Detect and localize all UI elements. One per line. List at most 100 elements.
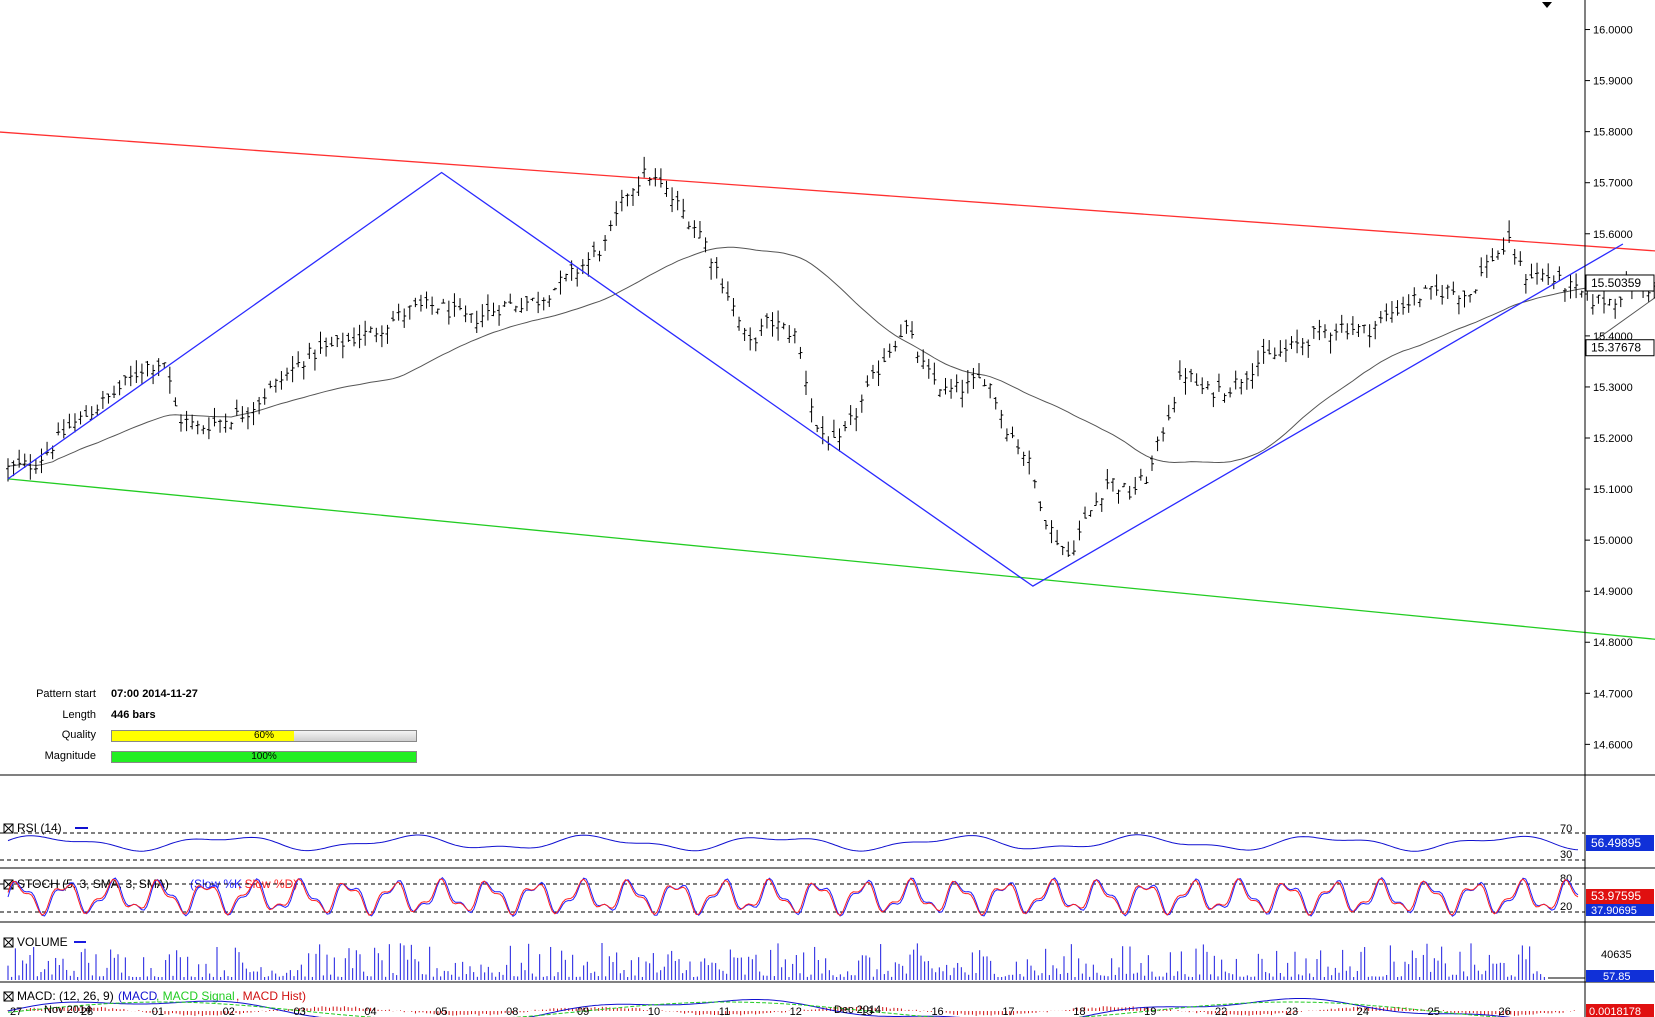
price-bar — [971, 367, 976, 389]
price-bar — [1551, 275, 1556, 290]
price-bar — [1568, 274, 1573, 299]
price-bar — [1300, 338, 1305, 356]
price-badge-text: 15.50359 — [1591, 276, 1641, 290]
volume-badge-text: 57.85 — [1603, 971, 1631, 983]
y-tick-label: 15.0000 — [1593, 535, 1633, 547]
price-bar — [33, 459, 38, 474]
x-tick-label: 02 — [223, 1006, 235, 1017]
support-line — [7, 478, 1655, 640]
price-bar — [686, 221, 691, 230]
price-bar — [78, 411, 83, 425]
price-bar — [279, 371, 284, 390]
price-bar — [212, 407, 217, 427]
price-bar — [1289, 336, 1294, 350]
price-bar — [1356, 323, 1361, 337]
price-bar — [552, 287, 557, 291]
price-bar — [737, 316, 742, 331]
ma-badge-box — [1585, 339, 1655, 357]
pattern-zigzag-line — [7, 171, 1624, 587]
price-bar — [273, 378, 278, 393]
price-bar — [1501, 237, 1506, 255]
price-bar — [870, 364, 875, 379]
price-bar — [887, 343, 892, 358]
price-bar — [184, 410, 189, 432]
price-bar — [1043, 520, 1048, 530]
price-bar — [1445, 284, 1450, 299]
price-bar — [636, 176, 641, 196]
price-bar — [1607, 298, 1612, 306]
price-bar — [430, 296, 435, 315]
price-bar — [608, 220, 613, 232]
price-bar — [39, 448, 44, 474]
price-bar — [1066, 541, 1071, 558]
price-bar — [190, 414, 195, 430]
price-bar — [865, 375, 870, 388]
price-bar — [139, 363, 144, 385]
x-tick-label: 24 — [1357, 1006, 1369, 1017]
price-bar — [396, 303, 401, 321]
price-bar — [1278, 340, 1283, 357]
price-bar — [1027, 450, 1032, 475]
price-bar — [943, 377, 948, 395]
price-bar — [218, 419, 223, 433]
price-bar — [1138, 468, 1143, 481]
stoch-d-badge-text: 53.97595 — [1591, 889, 1641, 903]
price-bar — [809, 398, 814, 423]
price-bar — [1579, 290, 1584, 298]
price-bar — [993, 396, 998, 410]
pattern-start-value: 07:00 2014-11-27 — [111, 688, 198, 700]
stoch-k-badge-text: 37.90695 — [1591, 905, 1637, 917]
price-bar — [1618, 296, 1623, 308]
price-bar — [603, 235, 608, 251]
price-bar — [145, 360, 150, 377]
price-bar — [1373, 320, 1378, 340]
price-bar — [1166, 404, 1171, 421]
price-bar — [843, 421, 848, 432]
price-bar — [1228, 387, 1233, 398]
price-bar — [1473, 289, 1478, 294]
y-tick-label: 15.3000 — [1593, 382, 1633, 394]
price-bar — [1295, 329, 1300, 354]
price-bar — [1535, 262, 1540, 285]
price-bar — [351, 327, 356, 347]
price-bar — [1389, 301, 1394, 323]
price-bar — [530, 297, 535, 302]
price-bar — [1311, 326, 1316, 339]
price-bar — [245, 407, 250, 430]
price-bar — [804, 370, 809, 396]
price-bar — [882, 348, 887, 363]
price-bar — [1557, 266, 1562, 281]
price-bar — [764, 313, 769, 329]
price-bar — [937, 389, 942, 398]
price-bar — [1462, 290, 1467, 308]
price-bar — [346, 332, 351, 342]
price-bar — [1105, 468, 1110, 490]
price-bar — [162, 362, 167, 368]
macd-legend-hist: , MACD Hist) — [236, 989, 306, 1003]
price-bar — [1110, 478, 1115, 492]
price-bar — [1222, 393, 1227, 403]
collapse-icon-cross — [3, 823, 14, 834]
price-bar — [619, 189, 624, 212]
price-bar — [1406, 294, 1411, 313]
price-bar — [1339, 314, 1344, 333]
price-bar — [776, 310, 781, 341]
price-bar — [285, 367, 290, 381]
macd-legend-line: (MACD — [118, 989, 158, 1003]
macd-badge-box — [1586, 1004, 1654, 1017]
price-bar — [128, 365, 133, 387]
price-bar — [949, 378, 954, 399]
price-bar — [1272, 347, 1277, 360]
price-bar — [893, 340, 898, 352]
price-bar — [1468, 294, 1473, 303]
quality-bar-text: 60% — [253, 730, 274, 741]
y-tick-label: 15.8000 — [1593, 127, 1633, 139]
price-bar — [703, 237, 708, 253]
price-bar — [753, 337, 758, 352]
x-tick-label: 18 — [1073, 1006, 1085, 1017]
pattern-start-label: Pattern start — [36, 688, 96, 700]
price-bar — [692, 220, 697, 238]
x-tick-label: 27 — [10, 1006, 22, 1017]
price-bar — [988, 383, 993, 399]
price-bar — [262, 388, 267, 405]
